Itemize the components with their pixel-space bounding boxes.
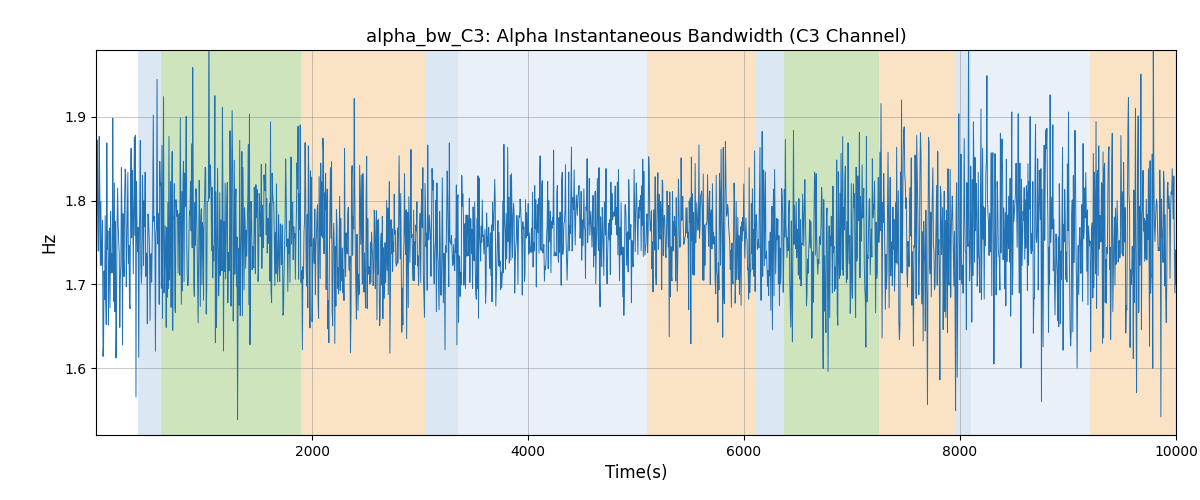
Title: alpha_bw_C3: Alpha Instantaneous Bandwidth (C3 Channel): alpha_bw_C3: Alpha Instantaneous Bandwid… [366,28,906,46]
Bar [955,50,971,435]
Bar [301,50,425,435]
Bar [647,50,755,435]
Bar [971,50,1090,435]
Bar [878,50,955,435]
Bar [161,50,301,435]
Bar [784,50,878,435]
Bar [755,50,784,435]
Bar [425,50,458,435]
X-axis label: Time(s): Time(s) [605,464,667,482]
Y-axis label: Hz: Hz [41,232,59,253]
Bar [138,50,161,435]
Bar [458,50,647,435]
Bar [1090,50,1176,435]
